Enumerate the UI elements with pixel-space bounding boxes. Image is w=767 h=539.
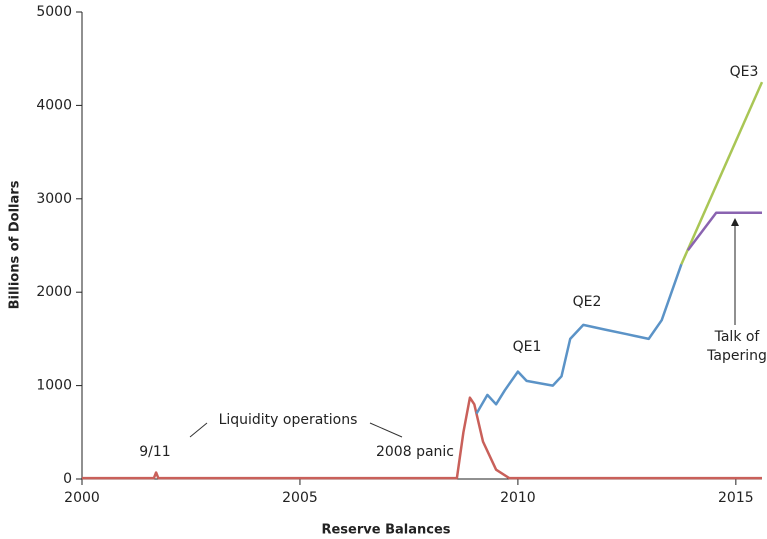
leader-line xyxy=(189,422,208,438)
x-tick-label: 2010 xyxy=(500,490,536,506)
annotation: QE1 xyxy=(513,339,542,355)
annotation: Liquidity operations xyxy=(219,412,358,428)
x-tick-label: 2005 xyxy=(282,490,318,506)
y-tick-label: 1000 xyxy=(36,378,72,394)
y-tick-label: 5000 xyxy=(36,4,72,20)
annotation: 2008 panic xyxy=(376,444,454,460)
x-axis-label: Reserve Balances xyxy=(321,523,450,538)
annotation: Tapering xyxy=(706,348,767,364)
x-tick-label: 2015 xyxy=(718,490,754,506)
x-tick-label: 2000 xyxy=(64,490,100,506)
y-tick-label: 4000 xyxy=(36,97,72,113)
data-line xyxy=(475,263,683,415)
y-tick-label: 0 xyxy=(63,471,72,487)
y-tick-label: 2000 xyxy=(36,284,72,300)
annotation: Talk of xyxy=(714,329,761,345)
y-tick-label: 3000 xyxy=(36,191,72,207)
annotation: 9/11 xyxy=(139,444,170,460)
leader-line xyxy=(369,422,403,438)
annotation: QE3 xyxy=(730,64,759,80)
y-axis-label: Billions of Dollars xyxy=(8,180,23,309)
annotation: QE2 xyxy=(573,294,602,310)
data-line xyxy=(82,396,762,480)
data-line xyxy=(680,81,764,265)
data-line xyxy=(686,211,762,251)
